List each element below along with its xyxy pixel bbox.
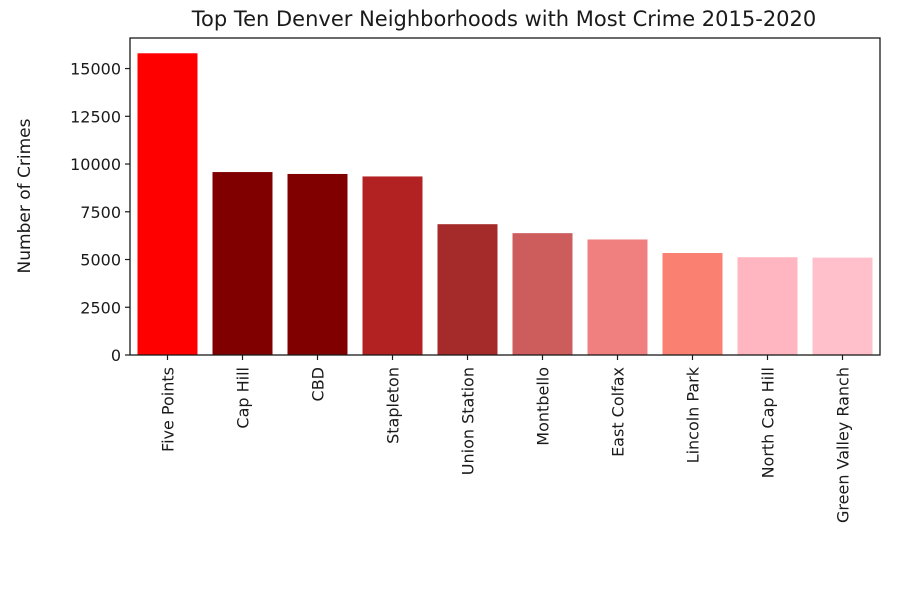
bar-cbd bbox=[287, 173, 348, 355]
x-tick-label: East Colfax bbox=[609, 367, 628, 457]
y-tick-label: 12500 bbox=[70, 107, 121, 126]
bar-stapleton bbox=[362, 176, 423, 355]
y-tick-label: 15000 bbox=[70, 60, 121, 79]
x-tick-label: Lincoln Park bbox=[684, 366, 703, 463]
x-tick-label: Montbello bbox=[534, 367, 553, 446]
chart-title: Top Ten Denver Neighborhoods with Most C… bbox=[191, 7, 817, 31]
y-tick-label: 7500 bbox=[80, 203, 121, 222]
x-tick-label: Stapleton bbox=[384, 367, 403, 444]
x-tick-label: Cap Hill bbox=[234, 367, 253, 429]
y-axis-label: Number of Crimes bbox=[15, 118, 35, 273]
bar-east-colfax bbox=[587, 239, 648, 355]
x-tick-label: Green Valley Ranch bbox=[834, 367, 853, 523]
bar-lincoln-park bbox=[662, 253, 723, 355]
y-tick-label: 2500 bbox=[80, 298, 121, 317]
bar-montbello bbox=[512, 233, 573, 355]
bars-group bbox=[137, 53, 873, 356]
x-tick-label: North Cap Hill bbox=[759, 367, 778, 478]
bar-cap-hill bbox=[212, 172, 273, 355]
x-axis: Five Points Cap Hill CBD Stapleton Union Sta… bbox=[159, 355, 853, 523]
y-axis: 0 2500 5000 7500 10000 12500 15000 bbox=[70, 60, 130, 365]
bar-five-points bbox=[137, 53, 198, 356]
x-tick-label: CBD bbox=[309, 367, 328, 401]
y-tick-label: 0 bbox=[111, 346, 121, 365]
bar-north-cap-hill bbox=[737, 257, 798, 355]
plot-area-frame bbox=[129, 37, 881, 356]
bar-union-station bbox=[437, 224, 498, 355]
y-tick-label: 5000 bbox=[80, 251, 121, 270]
x-tick-label: Union Station bbox=[459, 367, 478, 475]
bar-green-valley-ranch bbox=[812, 257, 873, 355]
x-tick-label: Five Points bbox=[159, 367, 178, 452]
y-tick-label: 10000 bbox=[70, 155, 121, 174]
